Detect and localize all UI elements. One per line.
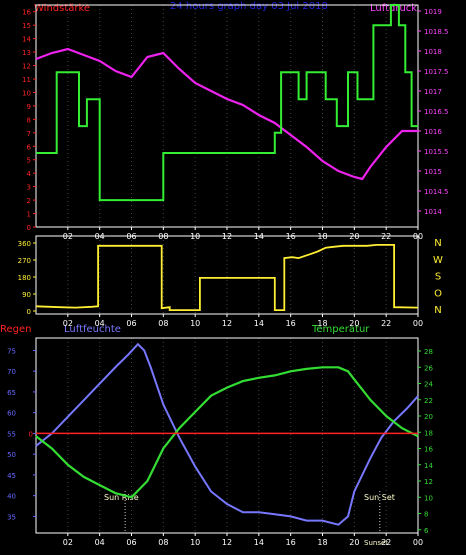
humidity-y-tick-label: 60 xyxy=(7,410,16,418)
pressure-y-tick-label: 1015.5 xyxy=(424,148,449,156)
x-tick-label: 10 xyxy=(190,538,200,547)
direction-y-tick-label: 270 xyxy=(18,257,31,265)
x-tick-label: 00 xyxy=(413,538,423,547)
humidity-y-tick-label: 75 xyxy=(7,347,16,355)
pressure-y-tick-label: 1018 xyxy=(424,48,442,56)
pressure-y-tick-label: 1017 xyxy=(424,88,442,96)
x-tick-label: 18 xyxy=(317,538,327,547)
temperature-y-tick-label: 12 xyxy=(424,478,433,486)
x-tick-label: 06 xyxy=(126,319,136,328)
humidity-y-tick-label: 50 xyxy=(7,451,16,459)
compass-label: O xyxy=(434,288,442,299)
x-tick-label: 10 xyxy=(190,319,200,328)
wind-y-tick-label: 7 xyxy=(27,130,31,138)
x-tick-label: 08 xyxy=(158,319,168,328)
temperature-y-tick-label: 6 xyxy=(424,527,429,535)
direction-y-tick-label: 0 xyxy=(27,308,31,316)
humidity-y-tick-label: 70 xyxy=(7,368,16,376)
x-tick-label: 20 xyxy=(349,538,359,547)
pressure-series-line xyxy=(35,47,418,181)
x-tick-label: 22 xyxy=(381,319,391,328)
direction-y-tick-label: 90 xyxy=(22,291,31,299)
wind-y-tick-label: 1 xyxy=(27,211,31,219)
x-tick-label: 14 xyxy=(254,319,264,328)
temperature-y-tick-label: 26 xyxy=(424,364,433,372)
chart-title: 24 hours graph day 03 Jul 2018 xyxy=(170,1,328,12)
humidity-y-tick-label: 35 xyxy=(7,513,16,521)
x-tick-label: 12 xyxy=(222,538,232,547)
humidity-series-line xyxy=(35,342,419,526)
pressure-y-tick-label: 1019 xyxy=(424,8,442,16)
pressure-label: Luftdruck xyxy=(370,3,417,14)
temperature-y-tick-label: 10 xyxy=(424,494,433,502)
pressure-y-tick-label: 1018.5 xyxy=(424,28,449,36)
wind-y-tick-label: 13 xyxy=(22,49,31,57)
rain-y-tick-label: 0 xyxy=(29,430,33,438)
wind-speed-series-line xyxy=(36,4,418,202)
x-tick-label: 16 xyxy=(286,319,296,328)
compass-label: N xyxy=(434,305,441,316)
wind-y-tick-label: 0 xyxy=(27,224,31,232)
x-tick-label: 02 xyxy=(63,319,73,328)
pressure-y-tick-label: 1016.5 xyxy=(424,108,449,116)
wind-y-tick-label: 16 xyxy=(22,9,31,17)
pressure-y-tick-label: 1014 xyxy=(424,208,442,216)
humidity-y-tick-label: 40 xyxy=(7,493,16,501)
x-tick-label: 20 xyxy=(349,319,359,328)
temperature-y-tick-label: 20 xyxy=(424,413,433,421)
temperature-y-tick-label: 28 xyxy=(424,348,433,356)
compass-label: W xyxy=(433,255,443,266)
pressure-y-tick-label: 1014.5 xyxy=(424,188,449,196)
wind-direction-series-line xyxy=(35,244,419,311)
x-tick-label: 02 xyxy=(63,538,73,547)
pressure-y-tick-label: 1015 xyxy=(424,168,442,176)
temperature-y-tick-label: 24 xyxy=(424,381,433,389)
temperature-series-line xyxy=(35,366,419,499)
pressure-y-tick-label: 1017.5 xyxy=(424,68,449,76)
x-tick-label: 14 xyxy=(254,538,264,547)
compass-label: S xyxy=(435,272,441,283)
x-tick-label: 00 xyxy=(413,319,423,328)
wind-y-tick-label: 11 xyxy=(22,76,31,84)
wind-y-tick-label: 2 xyxy=(27,197,31,205)
panel-frame xyxy=(35,235,419,315)
compass-label: N xyxy=(434,238,441,249)
sunrise-label: Sun Rise xyxy=(104,493,139,502)
temperature-y-tick-label: 16 xyxy=(424,446,433,454)
wind-y-tick-label: 12 xyxy=(22,63,31,71)
wind-y-tick-label: 10 xyxy=(22,89,31,97)
humidity-label: Luftfeuchte xyxy=(64,324,121,335)
humidity-y-tick-label: 55 xyxy=(7,430,16,438)
wind-y-tick-label: 14 xyxy=(22,36,31,44)
temperature-y-tick-label: 8 xyxy=(424,511,428,519)
wind-y-tick-label: 8 xyxy=(27,116,31,124)
humidity-y-tick-label: 45 xyxy=(7,472,16,480)
wind-y-tick-label: 15 xyxy=(22,22,31,30)
x-tick-label: 04 xyxy=(95,319,105,328)
wind-y-tick-label: 6 xyxy=(27,143,32,151)
temperature-y-tick-label: 22 xyxy=(424,397,433,405)
wind-y-tick-label: 3 xyxy=(27,184,31,192)
x-tick-label: 06 xyxy=(126,538,136,547)
direction-y-tick-label: 360 xyxy=(18,240,31,248)
pressure-y-tick-label: 1016 xyxy=(424,128,442,136)
temperature-y-tick-label: 14 xyxy=(424,462,433,470)
x-tick-label: 16 xyxy=(286,538,296,547)
wind-y-tick-label: 5 xyxy=(27,157,31,165)
x-tick-label: 18 xyxy=(317,319,327,328)
temperature-label: Temperatur xyxy=(311,324,370,335)
x-tick-label: 22 xyxy=(381,538,391,547)
temperature-y-tick-label: 18 xyxy=(424,429,433,437)
wind-y-tick-label: 9 xyxy=(27,103,31,111)
wind-speed-label: Windstärke xyxy=(34,3,90,14)
x-tick-label: 04 xyxy=(95,538,105,547)
direction-y-tick-label: 180 xyxy=(18,274,31,282)
rain-label: Regen xyxy=(0,324,32,335)
sunset-small-label: Sunset xyxy=(364,539,388,547)
humidity-y-tick-label: 65 xyxy=(7,389,16,397)
wind-y-tick-label: 4 xyxy=(27,170,32,178)
x-tick-label: 08 xyxy=(158,538,168,547)
x-tick-label: 12 xyxy=(222,319,232,328)
